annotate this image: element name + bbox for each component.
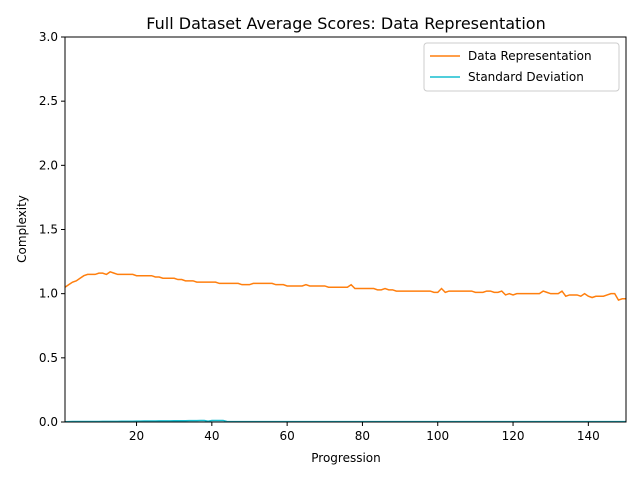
y-tick-label: 2.0 xyxy=(39,158,58,172)
legend-label-standard-deviation: Standard Deviation xyxy=(468,70,584,84)
x-tick-label: 20 xyxy=(129,429,144,443)
legend: Data Representation Standard Deviation xyxy=(423,42,620,92)
y-tick-label: 3.0 xyxy=(39,30,58,44)
axis-ticks: 20 40 60 80 100 120 140 0.0 0.5 1.0 1.5 2.0 2.5 3.0 xyxy=(39,30,600,443)
y-tick-label: 0.5 xyxy=(39,351,58,365)
x-tick-label: 120 xyxy=(502,429,525,443)
x-tick-label: 60 xyxy=(280,429,295,443)
plot-lines xyxy=(64,271,626,423)
x-tick-label: 40 xyxy=(204,429,219,443)
x-tick-label: 100 xyxy=(426,429,449,443)
chart-title: Full Dataset Average Scores: Data Repres… xyxy=(146,14,545,33)
legend-box xyxy=(423,42,620,92)
x-axis-label: Progression xyxy=(311,451,381,465)
x-tick-label: 140 xyxy=(577,429,600,443)
series-line-data-representation xyxy=(64,271,626,301)
y-tick-label: 0.0 xyxy=(39,415,58,429)
plot-frame xyxy=(64,36,627,423)
x-tick-label: 80 xyxy=(355,429,370,443)
legend-label-data-representation: Data Representation xyxy=(468,49,592,63)
y-tick-label: 1.5 xyxy=(39,223,58,237)
y-tick-label: 1.0 xyxy=(39,287,58,301)
y-axis-label: Complexity xyxy=(15,195,29,263)
y-tick-label: 2.5 xyxy=(39,94,58,108)
